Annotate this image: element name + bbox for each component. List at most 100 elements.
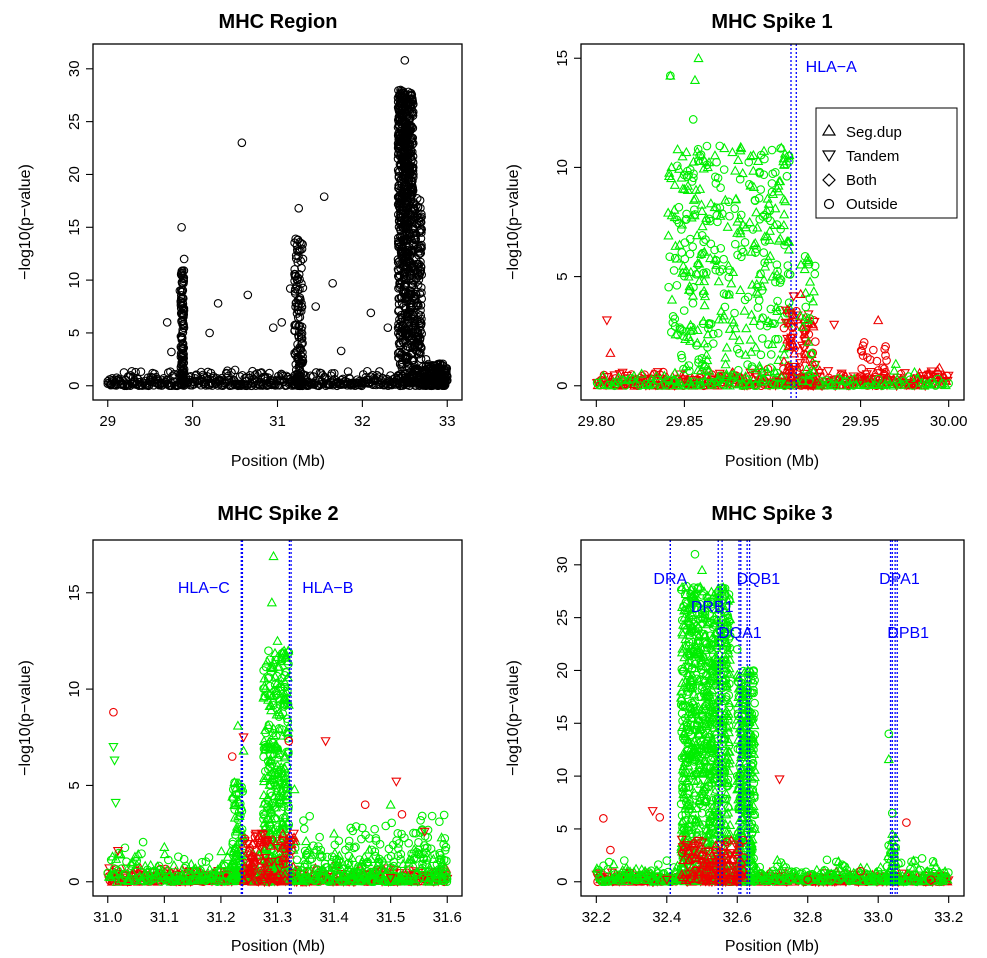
bg-point bbox=[264, 741, 275, 751]
bg-point bbox=[775, 233, 786, 243]
x-tick-label: 29.80 bbox=[578, 413, 616, 430]
data-points bbox=[108, 550, 447, 884]
bg-point bbox=[732, 344, 742, 354]
bg-point bbox=[924, 377, 935, 388]
bg-point bbox=[178, 285, 188, 295]
bg-point bbox=[346, 852, 358, 862]
bg-point bbox=[756, 350, 766, 360]
bg-point bbox=[759, 248, 769, 257]
bg-point bbox=[395, 101, 405, 111]
bg-point bbox=[398, 243, 408, 252]
bg-point bbox=[638, 379, 649, 389]
bg-point bbox=[764, 340, 773, 349]
bg-point bbox=[595, 379, 607, 389]
y-tick-label: 10 bbox=[554, 159, 571, 176]
bg-point bbox=[613, 378, 623, 387]
bg-point bbox=[760, 154, 769, 164]
bg-point bbox=[204, 853, 214, 862]
data-point bbox=[397, 809, 407, 819]
bg-point bbox=[279, 809, 291, 819]
bg-point bbox=[726, 371, 737, 381]
bg-point bbox=[274, 856, 284, 866]
y-tick-label: 5 bbox=[66, 329, 83, 337]
bg-point bbox=[863, 353, 872, 362]
bg-point bbox=[323, 863, 332, 872]
bg-point bbox=[280, 874, 291, 884]
bg-point bbox=[711, 255, 721, 265]
y-tick-label: 15 bbox=[554, 50, 571, 67]
bg-point bbox=[266, 807, 278, 817]
bg-point bbox=[393, 370, 403, 380]
bg-point bbox=[294, 299, 304, 309]
bg-point bbox=[268, 798, 278, 808]
bg-point bbox=[669, 266, 679, 275]
bg-point bbox=[670, 240, 681, 250]
panel-mhc-spike-2: MHC Spike 2 −log10(p−value) Position (Mb… bbox=[17, 503, 463, 955]
bg-point bbox=[754, 360, 765, 370]
data-point bbox=[175, 286, 185, 296]
data-point bbox=[336, 346, 346, 356]
bg-point bbox=[730, 308, 739, 318]
bg-point bbox=[177, 335, 187, 344]
bg-point bbox=[282, 727, 294, 737]
bg-point bbox=[659, 370, 670, 380]
bg-point bbox=[297, 244, 307, 254]
bg-point bbox=[272, 765, 284, 775]
bg-point bbox=[315, 832, 324, 842]
y-tick-label: 0 bbox=[66, 878, 83, 886]
bg-point bbox=[693, 260, 703, 270]
bg-point bbox=[179, 353, 189, 363]
data-point bbox=[442, 376, 452, 385]
bg-point bbox=[647, 374, 658, 385]
bg-point bbox=[767, 179, 777, 188]
bg-point bbox=[722, 290, 731, 300]
bg-point bbox=[416, 217, 426, 227]
bg-point bbox=[259, 866, 270, 876]
bg-point bbox=[705, 252, 716, 263]
bg-point bbox=[177, 266, 187, 276]
bg-point bbox=[400, 163, 410, 173]
bg-point bbox=[711, 265, 721, 275]
bg-point bbox=[665, 172, 677, 183]
data-point bbox=[421, 355, 431, 364]
bg-point bbox=[810, 359, 820, 369]
bg-point bbox=[278, 725, 287, 734]
bg-point bbox=[669, 204, 680, 214]
bg-point bbox=[297, 334, 307, 343]
bg-point bbox=[279, 835, 288, 845]
x-tick-label: 30.00 bbox=[930, 413, 968, 430]
bg-point bbox=[334, 872, 343, 881]
bg-point bbox=[699, 338, 710, 348]
bg-point bbox=[283, 805, 293, 814]
bg-point bbox=[413, 301, 422, 311]
bg-point bbox=[699, 290, 711, 301]
bg-point bbox=[245, 859, 255, 869]
bg-point bbox=[430, 375, 440, 385]
bg-point bbox=[154, 861, 164, 871]
bg-point bbox=[401, 304, 411, 314]
x-tick-label: 33 bbox=[439, 413, 456, 430]
bg-point bbox=[400, 90, 410, 100]
bg-point bbox=[598, 370, 609, 380]
bg-point bbox=[679, 306, 689, 315]
bg-point bbox=[788, 323, 797, 332]
bg-point bbox=[404, 113, 414, 123]
bg-point bbox=[692, 324, 703, 335]
data-point bbox=[385, 799, 396, 809]
bg-point bbox=[402, 123, 411, 132]
bg-point bbox=[330, 840, 340, 850]
bg-point bbox=[177, 287, 186, 297]
bg-point bbox=[271, 677, 283, 688]
bg-point bbox=[735, 141, 746, 151]
bg-point bbox=[396, 106, 405, 116]
bg-point bbox=[410, 327, 420, 337]
bg-point bbox=[778, 219, 789, 230]
bg-point bbox=[882, 380, 891, 390]
bg-point bbox=[716, 183, 725, 193]
bg-point bbox=[416, 816, 425, 825]
y-tick-label: 0 bbox=[554, 382, 571, 390]
bg-point bbox=[197, 857, 207, 867]
bg-point bbox=[357, 823, 367, 833]
bg-point bbox=[740, 349, 751, 359]
bg-point bbox=[676, 219, 688, 229]
